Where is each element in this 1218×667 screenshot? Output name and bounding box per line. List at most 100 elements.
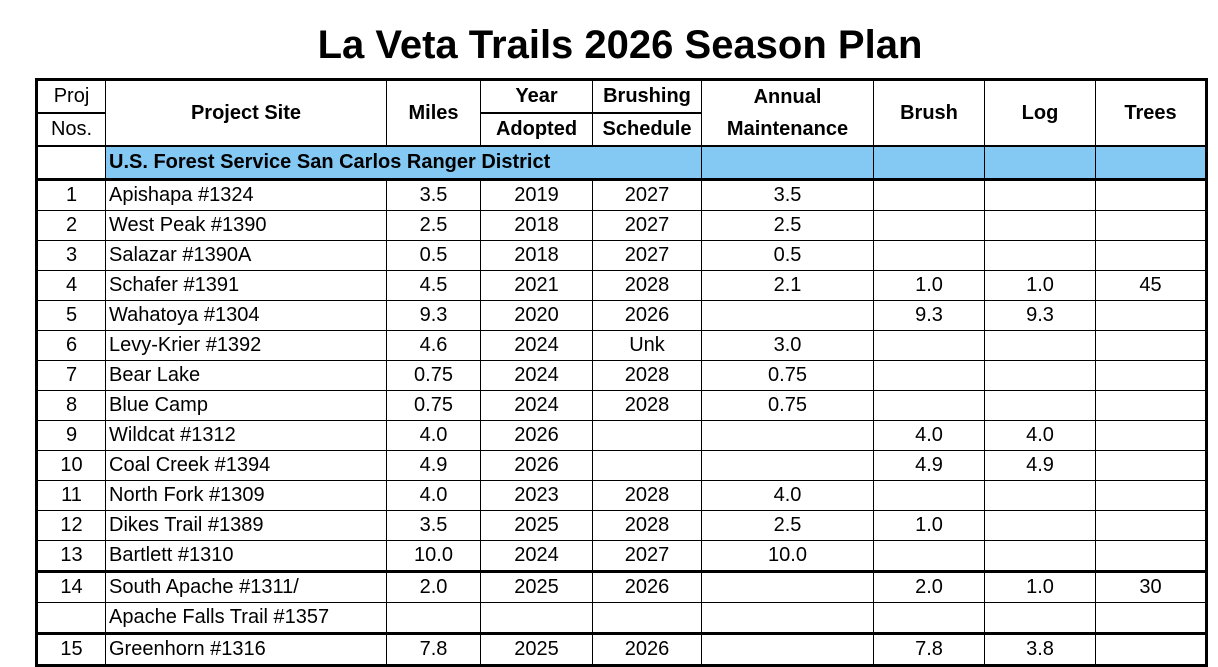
cell-annual-maintenance: [701, 450, 874, 481]
table-row: 11 North Fork #1309 4.0 2023 2028 4.0: [36, 480, 1207, 511]
cell-brush: 2.0: [873, 570, 985, 603]
table-row: 15 Greenhorn #1316 7.8 2025 2026 7.8 3.8: [36, 632, 1207, 666]
header-year: Year: [480, 79, 593, 114]
cell-annual-maintenance: 0.75: [701, 390, 874, 421]
cell-trees: [1095, 450, 1207, 481]
header-nos: Nos.: [36, 112, 106, 147]
cell-brushing-schedule: 2028: [592, 480, 702, 511]
cell-miles: 3.5: [386, 179, 481, 211]
cell-miles: [386, 602, 481, 634]
cell-miles: 4.5: [386, 270, 481, 301]
cell-year-adopted: 2021: [480, 270, 593, 301]
cell-project-site: West Peak #1390: [105, 210, 387, 241]
cell-log: [984, 330, 1096, 361]
cell-brushing-schedule: 2027: [592, 179, 702, 211]
cell-log: 1.0: [984, 270, 1096, 301]
cell-annual-maintenance: 10.0: [701, 540, 874, 572]
header-trees: Trees: [1095, 79, 1207, 147]
cell-annual-maintenance: [701, 602, 874, 634]
cell-miles: 2.0: [386, 570, 481, 603]
cell-year-adopted: 2026: [480, 450, 593, 481]
header-log: Log: [984, 79, 1096, 147]
district-fill: [701, 145, 874, 181]
cell-miles: 10.0: [386, 540, 481, 572]
cell-proj-no: 3: [36, 240, 106, 271]
header-annual: Annual: [701, 79, 874, 113]
cell-log: [984, 602, 1096, 634]
cell-year-adopted: 2023: [480, 480, 593, 511]
cell-year-adopted: 2025: [480, 510, 593, 541]
cell-annual-maintenance: [701, 632, 874, 666]
cell-proj-no: 6: [36, 330, 106, 361]
cell-miles: 4.6: [386, 330, 481, 361]
cell-log: [984, 179, 1096, 211]
cell-project-site: Apishapa #1324: [105, 179, 387, 211]
cell-brush: 4.0: [873, 420, 985, 451]
table-row: 10 Coal Creek #1394 4.9 2026 4.9 4.9: [36, 450, 1207, 481]
cell-log: [984, 540, 1096, 572]
cell-project-site: South Apache #1311/: [105, 570, 387, 603]
cell-proj-no: 1: [36, 179, 106, 211]
cell-year-adopted: 2018: [480, 240, 593, 271]
cell-brushing-schedule: 2027: [592, 540, 702, 572]
table-row: 2 West Peak #1390 2.5 2018 2027 2.5: [36, 210, 1207, 241]
table-row: 5 Wahatoya #1304 9.3 2020 2026 9.3 9.3: [36, 300, 1207, 331]
cell-trees: [1095, 210, 1207, 241]
cell-annual-maintenance: 0.75: [701, 360, 874, 391]
cell-miles: 2.5: [386, 210, 481, 241]
cell-proj-no: 10: [36, 450, 106, 481]
cell-brushing-schedule: [592, 450, 702, 481]
cell-trees: [1095, 632, 1207, 666]
cell-miles: 0.75: [386, 390, 481, 421]
cell-brush: 4.9: [873, 450, 985, 481]
cell-log: 4.0: [984, 420, 1096, 451]
cell-log: 1.0: [984, 570, 1096, 603]
cell-log: 3.8: [984, 632, 1096, 666]
cell-trees: 45: [1095, 270, 1207, 301]
cell-annual-maintenance: 3.5: [701, 179, 874, 211]
table-row: 7 Bear Lake 0.75 2024 2028 0.75: [36, 360, 1207, 391]
cell-year-adopted: 2020: [480, 300, 593, 331]
header-schedule: Schedule: [592, 112, 702, 147]
cell-brushing-schedule: 2028: [592, 510, 702, 541]
cell-miles: 0.75: [386, 360, 481, 391]
cell-proj-no: 11: [36, 480, 106, 511]
cell-project-site: Schafer #1391: [105, 270, 387, 301]
cell-project-site: Wahatoya #1304: [105, 300, 387, 331]
header-miles: Miles: [386, 79, 481, 147]
table-row: 9 Wildcat #1312 4.0 2026 4.0 4.0: [36, 420, 1207, 451]
table-row: 3 Salazar #1390A 0.5 2018 2027 0.5: [36, 240, 1207, 271]
header-site: Project Site: [105, 79, 387, 147]
cell-project-site: Greenhorn #1316: [105, 632, 387, 666]
cell-brushing-schedule: 2028: [592, 390, 702, 421]
cell-miles: 4.9: [386, 450, 481, 481]
cell-miles: 7.8: [386, 632, 481, 666]
header-proj: Proj: [36, 79, 106, 114]
cell-proj-no: 7: [36, 360, 106, 391]
cell-year-adopted: 2024: [480, 540, 593, 572]
cell-brushing-schedule: [592, 420, 702, 451]
cell-brush: [873, 360, 985, 391]
cell-brush: [873, 240, 985, 271]
cell-proj-no: 9: [36, 420, 106, 451]
cell-trees: [1095, 510, 1207, 541]
cell-brushing-schedule: 2027: [592, 210, 702, 241]
cell-year-adopted: 2018: [480, 210, 593, 241]
cell-brush: [873, 540, 985, 572]
cell-project-site: Blue Camp: [105, 390, 387, 421]
district-fill: [873, 145, 985, 181]
cell-brushing-schedule: Unk: [592, 330, 702, 361]
cell-proj-no: 2: [36, 210, 106, 241]
table-row: 13 Bartlett #1310 10.0 2024 2027 10.0: [36, 540, 1207, 572]
cell-proj-no: 13: [36, 540, 106, 572]
cell-brushing-schedule: 2026: [592, 300, 702, 331]
cell-annual-maintenance: [701, 570, 874, 603]
cell-year-adopted: 2024: [480, 330, 593, 361]
cell-trees: 30: [1095, 570, 1207, 603]
cell-project-site: Apache Falls Trail #1357: [105, 602, 387, 634]
season-plan-table: Proj Project Site Miles Year Brushing An…: [35, 78, 1208, 667]
cell-miles: 0.5: [386, 240, 481, 271]
cell-annual-maintenance: 4.0: [701, 480, 874, 511]
cell-annual-maintenance: 2.1: [701, 270, 874, 301]
cell-project-site: Bartlett #1310: [105, 540, 387, 572]
